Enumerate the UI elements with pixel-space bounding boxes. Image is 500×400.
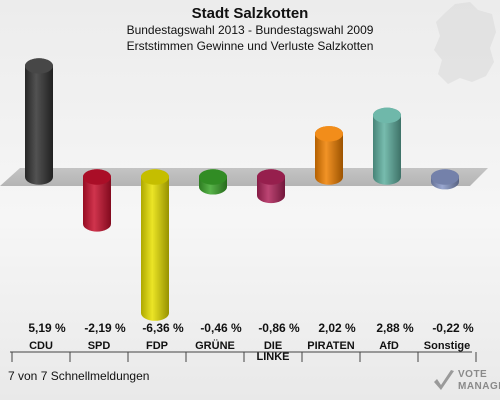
chart-subtitle: Bundestagswahl 2013 - Bundestagswahl 200… xyxy=(126,23,374,37)
category-label: Sonstige xyxy=(424,340,470,352)
value-label: 2,88 % xyxy=(376,321,414,335)
checkmark-logo-icon xyxy=(434,370,454,390)
value-label: -6,36 % xyxy=(142,321,184,335)
bar-sonstige xyxy=(431,169,459,190)
category-label: PIRATEN xyxy=(307,340,355,352)
value-label: -0,22 % xyxy=(432,321,474,335)
bar-piraten xyxy=(315,126,343,185)
votemanager-logo: VOTE MANAGER xyxy=(432,366,500,396)
value-label: -2,19 % xyxy=(84,321,126,335)
germany-map-icon xyxy=(434,2,496,84)
footer-status: 7 von 7 Schnellmeldungen xyxy=(8,369,150,383)
value-label: 5,19 % xyxy=(28,321,66,335)
category-label: GRÜNE xyxy=(195,339,235,352)
brand-line-1: VOTE xyxy=(458,369,488,380)
chart-subtitle-2: Erststimmen Gewinne und Verluste Salzkot… xyxy=(126,39,374,53)
bar-grüne xyxy=(199,169,227,195)
category-label: SPD xyxy=(88,340,111,352)
bar-afd xyxy=(373,107,402,185)
value-label: -0,46 % xyxy=(200,321,242,335)
category-label: AfD xyxy=(379,340,399,352)
value-label: -0,86 % xyxy=(258,321,300,335)
category-label: DIE LINKE xyxy=(257,340,290,363)
bar-die-linke xyxy=(257,169,285,204)
bar-fdp xyxy=(141,169,169,321)
bar-spd xyxy=(83,169,111,232)
chart-title: Stadt Salzkotten xyxy=(191,5,309,22)
category-label: CDU xyxy=(29,340,53,352)
category-label: FDP xyxy=(146,340,168,352)
brand-line-2: MANAGER xyxy=(458,381,500,392)
value-label: 2,02 % xyxy=(318,321,356,335)
bar-cdu xyxy=(25,58,53,185)
zero-baseline-platform xyxy=(0,168,488,186)
